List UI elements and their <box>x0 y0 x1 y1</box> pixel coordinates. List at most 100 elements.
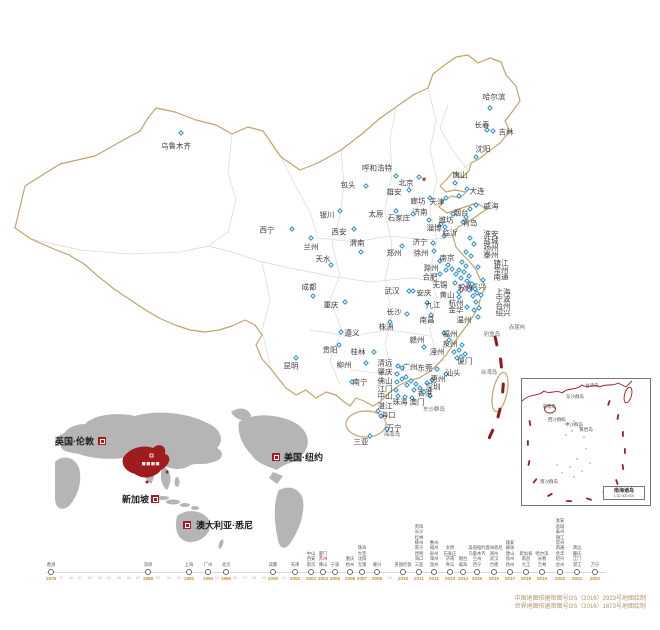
city-label: 兰州 <box>303 242 319 252</box>
city-label: 厦门 <box>457 356 473 366</box>
city-label: 株洲 <box>378 322 394 332</box>
city-label: 遵义 <box>344 328 360 338</box>
city-label: 泰州 <box>483 250 499 260</box>
city-label: 威海 <box>483 201 499 211</box>
city-label: 徐州 <box>413 248 429 258</box>
city-label: 无锡 <box>432 280 448 290</box>
city-label: 中山 <box>377 391 393 401</box>
city-label: 广州 <box>402 362 418 372</box>
city-label: 唐山 <box>452 170 468 180</box>
city-label: 包头 <box>340 180 356 190</box>
city-label: 重庆 <box>323 300 339 310</box>
national-border <box>14 54 521 438</box>
city-label: 深圳 <box>425 382 441 392</box>
city-label: 佛山 <box>377 376 393 386</box>
scs-island-label: 西沙群岛 <box>548 417 566 422</box>
city-label: 澳门 <box>409 397 425 407</box>
city-label: 清远 <box>377 358 393 368</box>
scs-islets <box>556 418 591 478</box>
scs-island-label: 南沙群岛 <box>540 479 558 484</box>
city-label: 南京 <box>439 253 455 263</box>
scs-map <box>522 380 633 503</box>
city-label: 潍坊 <box>438 215 454 225</box>
city-label: 南昌 <box>419 315 435 325</box>
city-label: 临沂 <box>442 228 458 238</box>
city-label: 赣州 <box>409 335 425 345</box>
city-label: 郑州 <box>386 248 402 258</box>
city-label: 西安 <box>331 227 347 237</box>
caption-line-1: 中国地图依据审图号GS（2016）2923号地图绘制 <box>514 596 646 602</box>
scs-island-label: 黄岩岛 <box>579 427 593 432</box>
city-label: 绍兴 <box>495 308 511 318</box>
island-label: 东沙群岛 <box>422 407 446 413</box>
city-label: 成都 <box>301 282 317 292</box>
hainan-island-outline <box>345 410 387 438</box>
city-label: 长春 <box>474 120 490 130</box>
city-label: 大连 <box>469 186 485 196</box>
city-label: 贵阳 <box>322 345 338 355</box>
city-label: 呼和浩特 <box>362 163 392 173</box>
city-label: 温州 <box>456 315 472 325</box>
city-label: 廊坊 <box>410 196 426 206</box>
city-label: 淮安 <box>483 229 499 239</box>
city-label: 盐城 <box>483 236 499 246</box>
city-label: 杭州 <box>448 298 464 308</box>
city-label: 长沙 <box>386 307 402 317</box>
city-label: 南宁 <box>352 377 368 387</box>
scs-island-label: 东沙群岛 <box>566 394 584 399</box>
overseas-city-label: 英国·伦敦 <box>55 436 94 447</box>
city-label: 青岛 <box>462 218 478 228</box>
company-logo-icon <box>98 437 106 445</box>
city-label: 东莞 <box>417 363 433 373</box>
overseas-city-label: 新加坡 <box>122 494 150 505</box>
city-label: 桂林 <box>350 347 366 357</box>
city-label: 武汉 <box>384 286 400 296</box>
capital-star-icon: ★ <box>420 176 428 184</box>
overseas-city-label: 美国·纽约 <box>284 452 323 463</box>
city-label: 柳州 <box>336 360 352 370</box>
city-label: 万宁 <box>386 423 402 433</box>
scs-legend-title: 南海诸岛 <box>613 488 634 494</box>
city-label: 三亚 <box>353 437 369 447</box>
city-label: 镇江 <box>493 258 509 268</box>
island-label: 海南岛 <box>383 432 401 438</box>
city-label: 金华 <box>448 305 464 315</box>
island-label: 赤尾屿 <box>508 325 526 331</box>
company-logo-icon <box>151 495 159 503</box>
city-label: 沈阳 <box>475 144 491 154</box>
city-label: 哈尔滨 <box>482 92 506 102</box>
scs-legend-scale: 1:32 000 000 <box>613 494 635 498</box>
scs-legend: 南海诸岛 1:32 000 000 <box>603 486 645 500</box>
city-label: 吉林 <box>498 127 514 137</box>
province-borders <box>30 87 471 386</box>
city-label: 珠海 <box>392 397 408 407</box>
overseas-city-label: 澳大利亚·悉尼 <box>196 520 253 531</box>
city-label: 北京 <box>398 178 414 188</box>
city-label: 福州 <box>442 329 458 339</box>
map-approval-captions: 中国地图依据审图号GS（2016）2923号地图绘制 世界地图依据审图号GS（2… <box>515 595 646 611</box>
taiwan-island-outline <box>491 371 509 413</box>
scs-island-label: 海南岛 <box>542 404 556 409</box>
caption-line-2: 世界地图依据审图号GS（2016）1673号地图绘制 <box>514 604 646 610</box>
company-logo-icon <box>272 453 280 461</box>
world-continents <box>55 408 308 549</box>
city-label: 宁波 <box>495 294 511 304</box>
city-label: 汕头 <box>445 368 461 378</box>
city-label: 石家庄 <box>387 213 411 223</box>
city-label: 雄安 <box>386 187 402 197</box>
city-label: 昆明 <box>283 361 299 371</box>
island-label: 钓鱼岛 <box>483 332 501 338</box>
south-china-sea-inset: 南海诸岛 1:32 000 000 <box>521 378 651 506</box>
island-label: 台湾岛 <box>480 370 498 376</box>
world-china-highlight <box>122 445 170 484</box>
city-label: 泉州 <box>442 339 458 349</box>
city-label: 惠州 <box>430 374 446 384</box>
city-label: 乌鲁木齐 <box>161 141 191 151</box>
scs-island-label: 中沙群岛 <box>565 422 583 427</box>
china-logo-icon <box>148 452 155 459</box>
city-label: 天津 <box>429 197 445 207</box>
city-label: 济宁 <box>412 237 428 247</box>
city-label: 上海 <box>495 287 511 297</box>
